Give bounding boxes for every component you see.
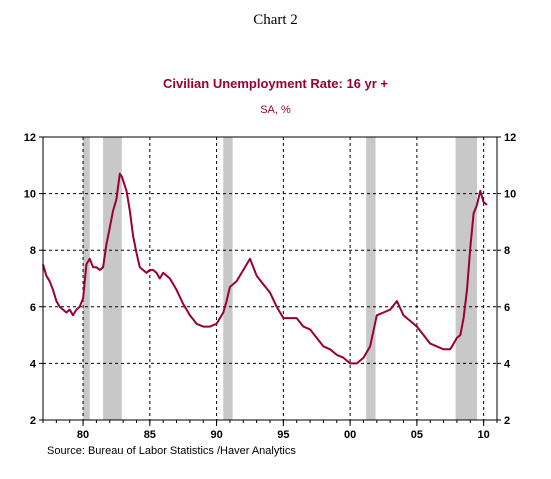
y-tick-label-left: 4: [30, 358, 37, 370]
y-tick-label-right: 10: [504, 189, 516, 201]
y-tick-label-right: 2: [504, 415, 510, 427]
x-tick-label: 90: [210, 429, 222, 441]
x-tick-label: 10: [478, 429, 490, 441]
chart-title: Civilian Unemployment Rate: 16 yr +: [162, 76, 389, 91]
gridlines: [43, 137, 497, 420]
recession-bar: [83, 137, 90, 420]
axes: 2 2 4 4 6 6 8 8 10 10 12 12 80 85 90 95 00 05 10: [24, 132, 517, 441]
y-tick-label-left: 2: [30, 415, 36, 427]
recession-bar: [366, 137, 376, 420]
x-tick-label: 80: [77, 429, 89, 441]
recession-shading: [83, 137, 477, 420]
y-tick-label-left: 6: [30, 302, 36, 314]
source-note: Source: Bureau of Labor Statistics /Have…: [47, 445, 296, 457]
recession-bar: [223, 137, 233, 420]
series-layer: [42, 172, 488, 365]
recession-bar: [103, 137, 122, 420]
y-tick-label-right: 6: [504, 302, 510, 314]
chart-caption: Chart 2: [253, 12, 298, 28]
x-tick-label: 00: [344, 429, 356, 441]
y-tick-label-right: 4: [504, 358, 511, 370]
x-tick-label: 05: [411, 429, 423, 441]
series-line: [42, 172, 488, 365]
y-tick-label-left: 10: [24, 189, 36, 201]
recession-bar: [455, 137, 477, 420]
chart-subtitle: SA, %: [260, 104, 291, 116]
x-tick-label: 95: [277, 429, 289, 441]
y-tick-label-left: 8: [30, 245, 36, 257]
y-tick-label-right: 8: [504, 245, 510, 257]
y-tick-label-left: 12: [24, 132, 36, 144]
y-tick-label-right: 12: [504, 132, 516, 144]
x-tick-label: 85: [144, 429, 156, 441]
